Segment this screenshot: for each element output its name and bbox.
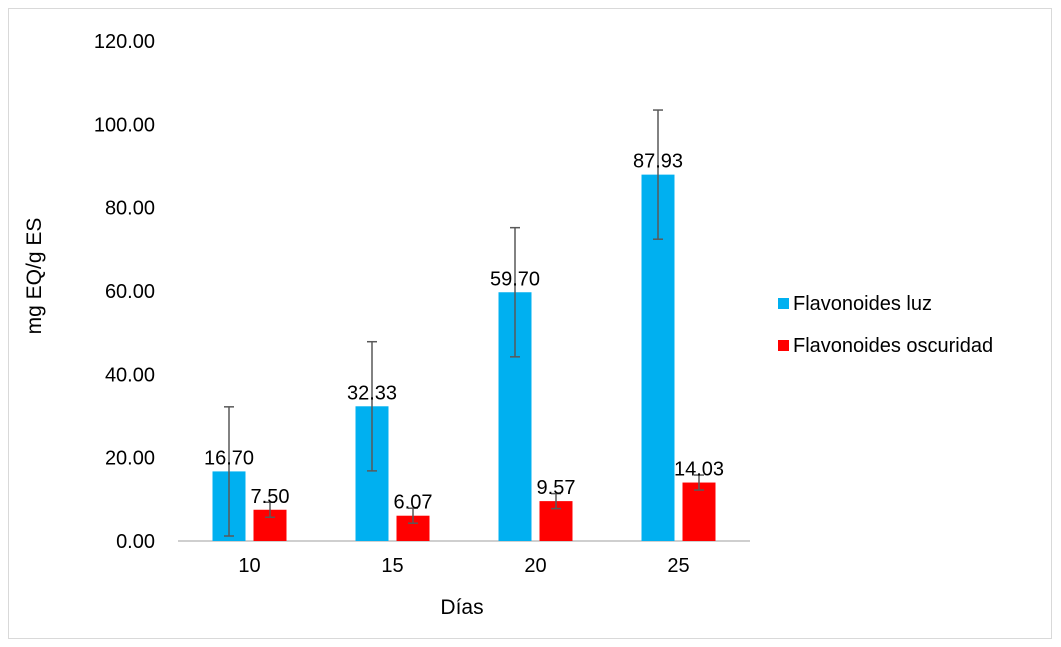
error-bar [510,226,520,358]
error-bar [265,501,275,518]
x-tick-label: 15 [381,555,403,577]
data-label: 7.50 [251,486,290,508]
legend: Flavonoides luz Flavonoides oscuridad [778,293,993,357]
legend-label: Flavonoides luz [793,293,932,315]
legend-item: Flavonoides oscuridad [778,335,993,357]
y-tick-label: 60.00 [105,281,155,303]
data-label: 87.93 [633,151,683,173]
legend-item: Flavonoides luz [778,293,932,315]
y-tick-label: 120.00 [94,31,155,53]
data-label: 9.57 [537,477,576,499]
x-tick-label: 20 [524,555,546,577]
data-label: 59.70 [490,268,540,290]
y-tick-label: 20.00 [105,448,155,470]
x-tick-label: 25 [667,555,689,577]
legend-swatch [778,298,789,309]
bars-group: 16.70 7.50 32.33 6.07 59.70 9.57 87.93 14.03 [204,109,724,541]
y-axis-ticks: 0.00 20.00 40.00 60.00 80.00 100.00 120.00 [94,31,155,553]
error-bar [367,340,377,472]
data-label: 14.03 [674,459,724,481]
legend-label: Flavonoides oscuridad [793,335,993,357]
bar-oscuridad [682,482,716,541]
x-axis-ticks: 10 15 20 25 [238,555,689,577]
y-axis-title: mg EQ/g ES [23,218,46,335]
legend-swatch [778,340,789,351]
y-tick-label: 40.00 [105,364,155,386]
y-tick-label: 0.00 [116,531,155,553]
data-label: 32.33 [347,382,397,404]
x-axis-title: Días [440,596,483,619]
y-tick-label: 100.00 [94,114,155,136]
data-label: 16.70 [204,447,254,469]
error-bar [551,492,561,510]
error-bar [653,109,663,240]
error-bar [694,474,704,491]
data-label: 6.07 [394,492,433,514]
error-bar [224,406,234,537]
y-tick-label: 80.00 [105,198,155,220]
error-bar [408,507,418,524]
x-tick-label: 10 [238,555,260,577]
